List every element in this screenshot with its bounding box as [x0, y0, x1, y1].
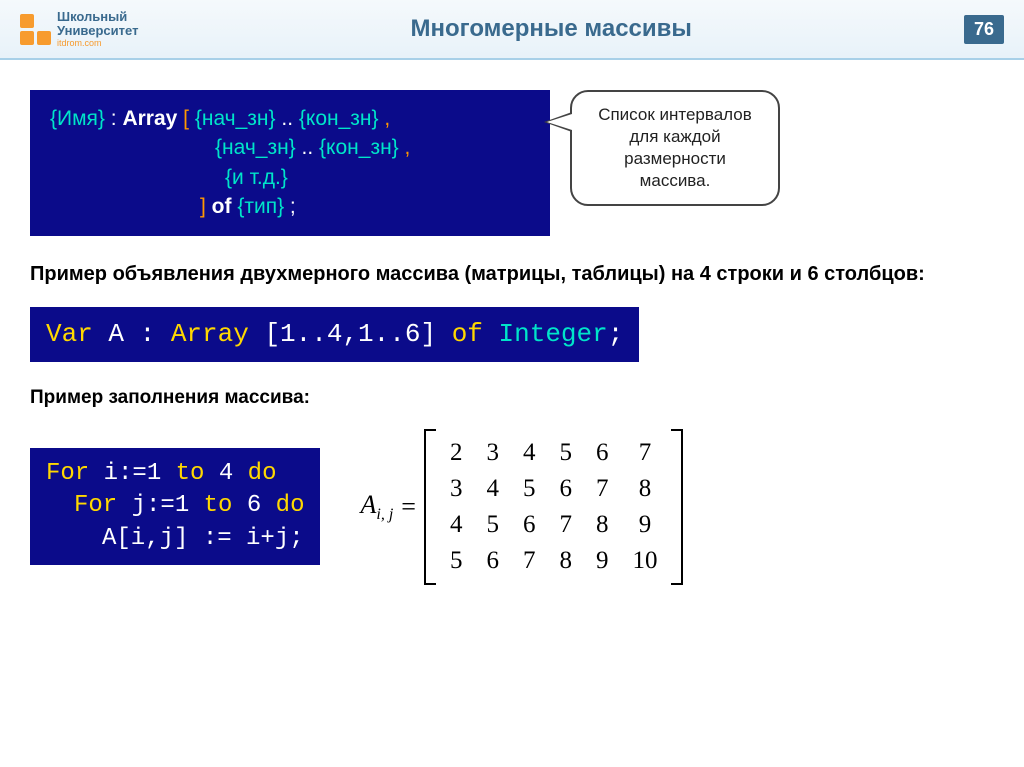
matrix-cell: 5 [511, 471, 548, 507]
matrix-cell: 8 [547, 543, 584, 579]
page-number: 76 [964, 15, 1004, 44]
slide-title: Многомерные массивы [138, 15, 964, 43]
matrix-cell: 3 [438, 471, 475, 507]
matrix-label: Ai, j [360, 490, 393, 524]
matrix-cell: 8 [620, 471, 669, 507]
matrix-row: 456789 [438, 507, 670, 543]
matrix-cell: 9 [584, 543, 621, 579]
matrix-cell: 6 [474, 543, 511, 579]
logo: Школьный Университет itdrom.com [20, 10, 138, 49]
matrix-cell: 4 [511, 435, 548, 471]
logo-subtitle: itdrom.com [57, 38, 138, 48]
matrix-row: 345678 [438, 471, 670, 507]
equals-sign: = [401, 492, 416, 522]
fill-code-box: For i:=1 to 4 do For j:=1 to 6 do A[i,j]… [30, 448, 320, 565]
logo-text: Школьный Университет [57, 10, 138, 39]
matrix-cell: 4 [474, 471, 511, 507]
syntax-definition-box: {Имя} : Array [ {нач_зн} .. {кон_зн} , {… [30, 90, 550, 236]
matrix-row: 5678910 [438, 543, 670, 579]
matrix-cell: 7 [584, 471, 621, 507]
matrix-display: Ai, j = 2345673456784567895678910 [360, 429, 683, 585]
matrix-cell: 5 [438, 543, 475, 579]
matrix-cell: 6 [511, 507, 548, 543]
matrix-cell: 10 [620, 543, 669, 579]
callout-text: Список интервалов для каждой размерности… [598, 105, 752, 190]
callout-box: Список интервалов для каждой размерности… [570, 90, 780, 206]
matrix-cell: 6 [547, 471, 584, 507]
slide-content: {Имя} : Array [ {нач_зн} .. {кон_зн} , {… [0, 60, 1024, 605]
matrix-row: 234567 [438, 435, 670, 471]
matrix-cell: 2 [438, 435, 475, 471]
matrix-cell: 7 [620, 435, 669, 471]
logo-icon [20, 14, 51, 45]
matrix-cell: 8 [584, 507, 621, 543]
matrix-cell: 5 [474, 507, 511, 543]
matrix-cell: 3 [474, 435, 511, 471]
matrix-brackets: 2345673456784567895678910 [424, 429, 684, 585]
matrix-cell: 5 [547, 435, 584, 471]
matrix-cell: 6 [584, 435, 621, 471]
matrix-cell: 9 [620, 507, 669, 543]
matrix-cell: 4 [438, 507, 475, 543]
declaration-code-box: Var A : Array [1..4,1..6] of Integer; [30, 307, 639, 362]
matrix-cell: 7 [547, 507, 584, 543]
matrix-table: 2345673456784567895678910 [438, 435, 670, 579]
fill-label: Пример заполнения массива: [30, 387, 994, 409]
callout-pointer-icon [544, 112, 572, 132]
matrix-cell: 7 [511, 543, 548, 579]
example-intro-text: Пример объявления двухмерного массива (м… [30, 261, 994, 287]
slide-header: Школьный Университет itdrom.com Многомер… [0, 0, 1024, 60]
